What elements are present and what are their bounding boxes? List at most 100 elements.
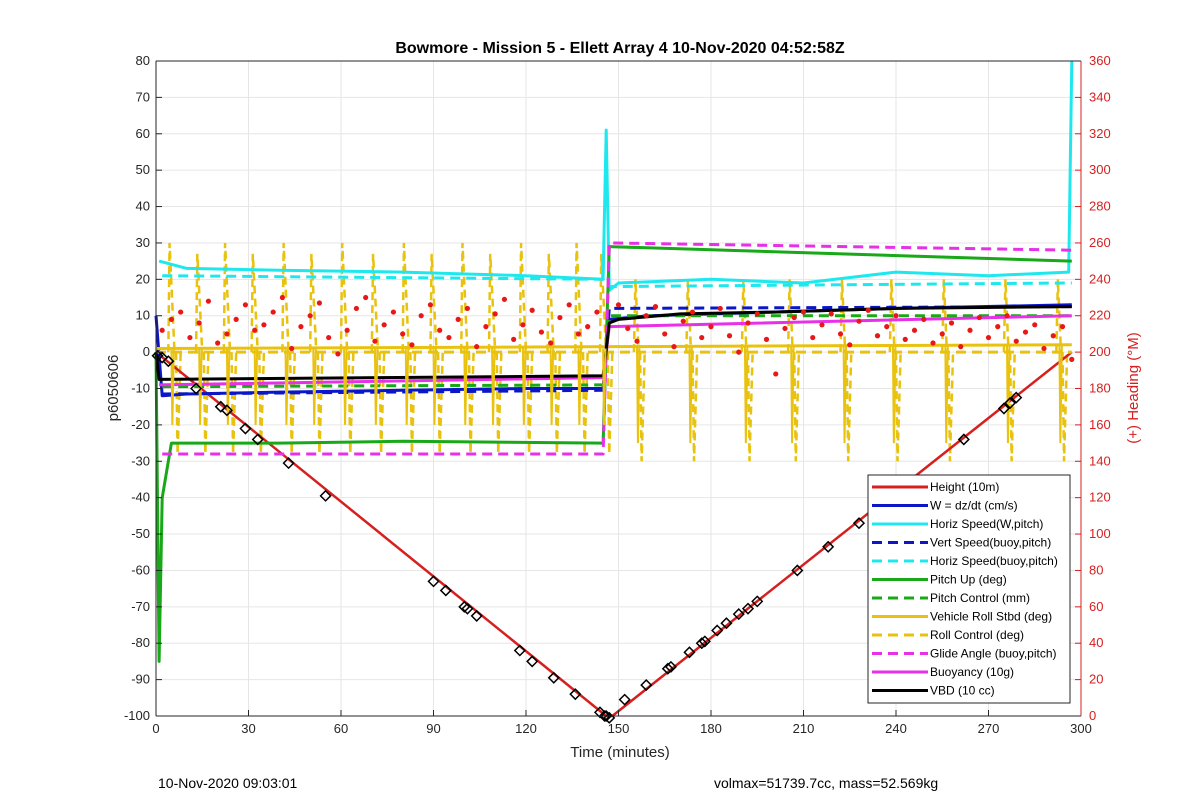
- height-marker: [1010, 391, 1023, 404]
- y-tick-label: -90: [131, 672, 150, 687]
- heading-point: [726, 333, 733, 339]
- heading-point: [856, 318, 862, 324]
- height-marker: [852, 517, 866, 530]
- roll-spike: [891, 344, 897, 444]
- heading-point: [680, 318, 686, 324]
- heading-point: [782, 325, 788, 332]
- heading-point: [773, 371, 779, 377]
- roll-control-spike: [339, 242, 355, 455]
- heading-point: [400, 331, 406, 337]
- legend-entry: VBD (10 cc): [930, 684, 995, 698]
- footer-timestamp: 10-Nov-2020 09:03:01: [158, 775, 298, 791]
- heading-point: [615, 302, 622, 308]
- y2-tick-label: 320: [1089, 126, 1111, 141]
- roll-spike: [312, 348, 317, 425]
- height-marker: [695, 637, 708, 650]
- height-marker: [513, 644, 526, 657]
- heading-point: [634, 338, 640, 344]
- heading-point: [652, 304, 659, 310]
- height-marker: [190, 382, 203, 395]
- y-tick-label: 10: [136, 308, 150, 323]
- heading-point: [1004, 313, 1010, 319]
- heading-point: [233, 316, 239, 322]
- series-line-6: [162, 314, 1072, 389]
- height-marker: [220, 404, 233, 417]
- legend-entry: Buoyancy (10g): [930, 665, 1014, 679]
- heading-point: [689, 309, 696, 315]
- heading-point: [1041, 345, 1047, 352]
- heading-point: [1022, 329, 1029, 335]
- heading-point: [671, 344, 677, 350]
- heading-point: [1069, 356, 1075, 362]
- series-line-11: [154, 305, 1072, 381]
- height-marker: [547, 671, 560, 684]
- roll-control-spike: [1055, 279, 1069, 462]
- heading-point: [967, 327, 973, 333]
- height-marker: [822, 540, 835, 553]
- heading-point: [298, 324, 304, 330]
- x-tick-label: 180: [700, 721, 722, 736]
- legend-entry: Vert Speed(buoy,pitch): [930, 536, 1051, 550]
- heading-point: [501, 296, 508, 302]
- heading-point: [316, 300, 323, 306]
- height-marker: [711, 624, 724, 637]
- heading-point: [893, 313, 899, 319]
- y2-tick-label: 180: [1089, 381, 1111, 396]
- height-marker: [458, 600, 471, 613]
- heading-point: [736, 349, 742, 355]
- heading-point: [699, 334, 705, 341]
- x-tick-label: 150: [608, 721, 630, 736]
- heading-point: [427, 302, 434, 308]
- height-marker: [251, 433, 264, 446]
- heading-point: [289, 345, 295, 352]
- height-marker: [214, 400, 227, 413]
- heading-point: [911, 327, 918, 333]
- roll-control-spike: [1002, 279, 1016, 462]
- roll-control-spike: [308, 253, 324, 455]
- roll-spike: [549, 348, 555, 425]
- roll-spike: [404, 348, 410, 425]
- height-marker: [664, 660, 677, 673]
- heading-point: [566, 302, 572, 308]
- series-line-7: [155, 343, 1072, 350]
- heading-point: [205, 298, 212, 304]
- heading-point: [643, 313, 649, 319]
- roll-spike: [491, 348, 496, 425]
- roll-spike: [842, 344, 848, 444]
- roll-control-spike: [786, 279, 801, 462]
- heading-point: [252, 327, 258, 333]
- height-marker: [239, 422, 252, 435]
- height-marker: [997, 402, 1010, 415]
- legend: Height (10m) W = dz/dt (cm/s) Horiz Speed(…: [867, 474, 1071, 704]
- heading-point: [196, 320, 202, 326]
- x-tick-label: 270: [978, 721, 1000, 736]
- x-axis-label: Time (minutes): [570, 744, 669, 761]
- heading-point: [520, 322, 526, 328]
- y-tick-label: 80: [136, 53, 150, 68]
- roll-spike: [373, 348, 379, 425]
- heading-point: [178, 309, 184, 315]
- y2-tick-label: 20: [1089, 672, 1103, 687]
- tick-labels: 0 30 60 90 120 150 180 210 240 270 300-100-90-80-7…: [124, 53, 1111, 736]
- roll-spike: [284, 348, 289, 425]
- legend-entry: Height (10m): [930, 480, 999, 494]
- heading-point: [763, 336, 770, 342]
- heading-point: [335, 351, 341, 357]
- heading-point: [865, 307, 871, 313]
- roll-control-spike: [598, 253, 614, 455]
- heading-point: [390, 309, 397, 315]
- y2-tick-label: 60: [1089, 599, 1103, 614]
- height-marker: [791, 564, 804, 577]
- roll-control-spike: [888, 279, 902, 462]
- y-tick-label: -20: [131, 417, 150, 432]
- heading-point: [625, 325, 631, 332]
- y2-tick-label: 280: [1089, 199, 1111, 214]
- height-marker: [741, 602, 755, 615]
- heading-point: [995, 324, 1001, 330]
- heading-point: [828, 311, 834, 317]
- heading-point: [363, 294, 369, 301]
- height-marker: [162, 355, 175, 368]
- y2-tick-label: 80: [1089, 562, 1103, 577]
- heading-point: [837, 331, 844, 337]
